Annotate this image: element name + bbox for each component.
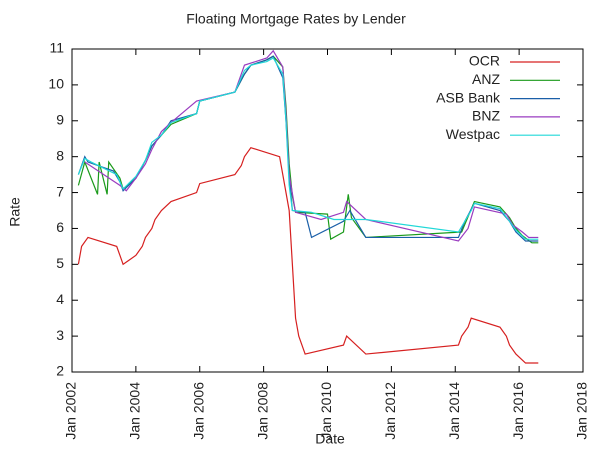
x-tick-label: Jan 2004 [127, 382, 143, 440]
legend-label: BNZ [472, 108, 500, 124]
legend-label: ANZ [472, 71, 500, 87]
y-tick-label: 9 [56, 111, 64, 127]
x-axis-label: Date [315, 431, 345, 447]
x-tick-label: Jan 2014 [446, 382, 462, 440]
chart-title: Floating Mortgage Rates by Lender [186, 11, 406, 27]
y-tick-label: 8 [56, 147, 64, 163]
x-tick-label: Jan 2016 [510, 382, 526, 440]
y-tick-label: 4 [56, 291, 64, 307]
legend-label: OCR [469, 53, 500, 69]
series-line [77, 57, 539, 240]
y-tick-label: 11 [49, 40, 64, 56]
y-tick-label: 7 [56, 183, 64, 199]
x-tick-label: Jan 2010 [318, 382, 334, 440]
y-tick-label: 10 [48, 76, 64, 92]
y-tick-label: 5 [56, 255, 64, 271]
x-tick-label: Jan 2006 [190, 382, 206, 440]
series-line [77, 146, 539, 364]
x-tick-label: Jan 2018 [574, 382, 590, 440]
x-tick-label: Jan 2008 [254, 382, 270, 440]
x-tick-label: Jan 2002 [63, 382, 79, 440]
x-tick-label: Jan 2012 [382, 382, 398, 440]
legend-label: Westpac [446, 126, 500, 142]
y-tick-label: 6 [56, 219, 64, 235]
y-tick-label: 2 [56, 363, 64, 379]
plot-frame [71, 48, 584, 373]
legend-label: ASB Bank [436, 89, 501, 105]
y-tick-label: 3 [56, 327, 64, 343]
y-axis-label: Rate [7, 197, 23, 227]
